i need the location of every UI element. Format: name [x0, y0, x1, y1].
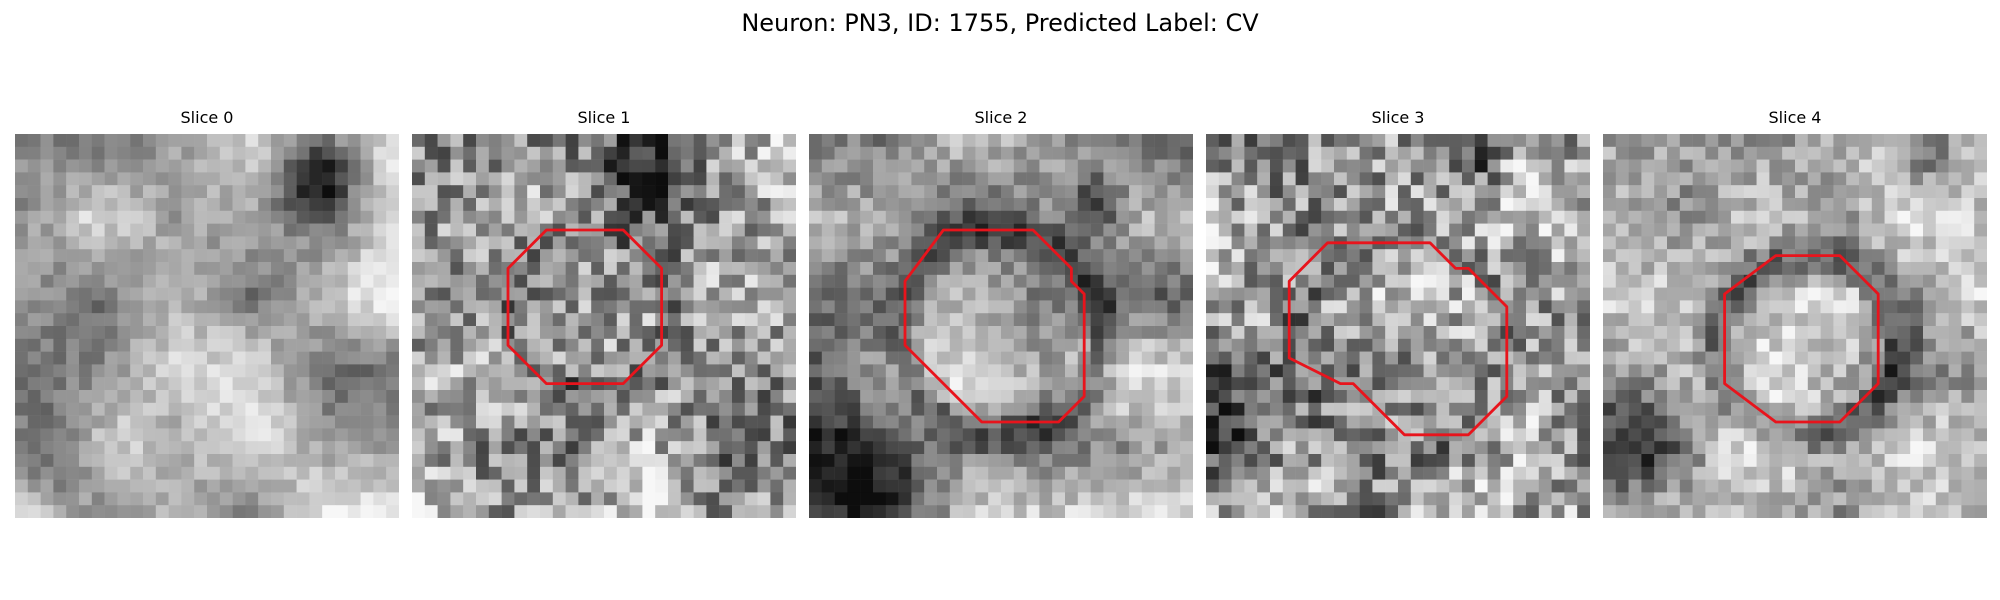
slice-image: [412, 134, 796, 518]
slice-image: [809, 134, 1193, 518]
segmentation-contour: [1287, 241, 1509, 437]
segmentation-contour: [506, 228, 664, 386]
slice-title: Slice 2: [974, 108, 1028, 127]
segmentation-contour: [903, 228, 1086, 424]
slice-image: [1603, 134, 1987, 518]
figure-title: Neuron: PN3, ID: 1755, Predicted Label: …: [741, 9, 1259, 37]
slice-image: [1206, 134, 1590, 518]
slice-title: Slice 3: [1371, 108, 1425, 127]
segmentation-contour: [1723, 254, 1880, 424]
slice-image: [15, 134, 399, 518]
slice-title: Slice 4: [1768, 108, 1822, 127]
slice-title: Slice 0: [180, 108, 234, 127]
slice-title: Slice 1: [577, 108, 631, 127]
